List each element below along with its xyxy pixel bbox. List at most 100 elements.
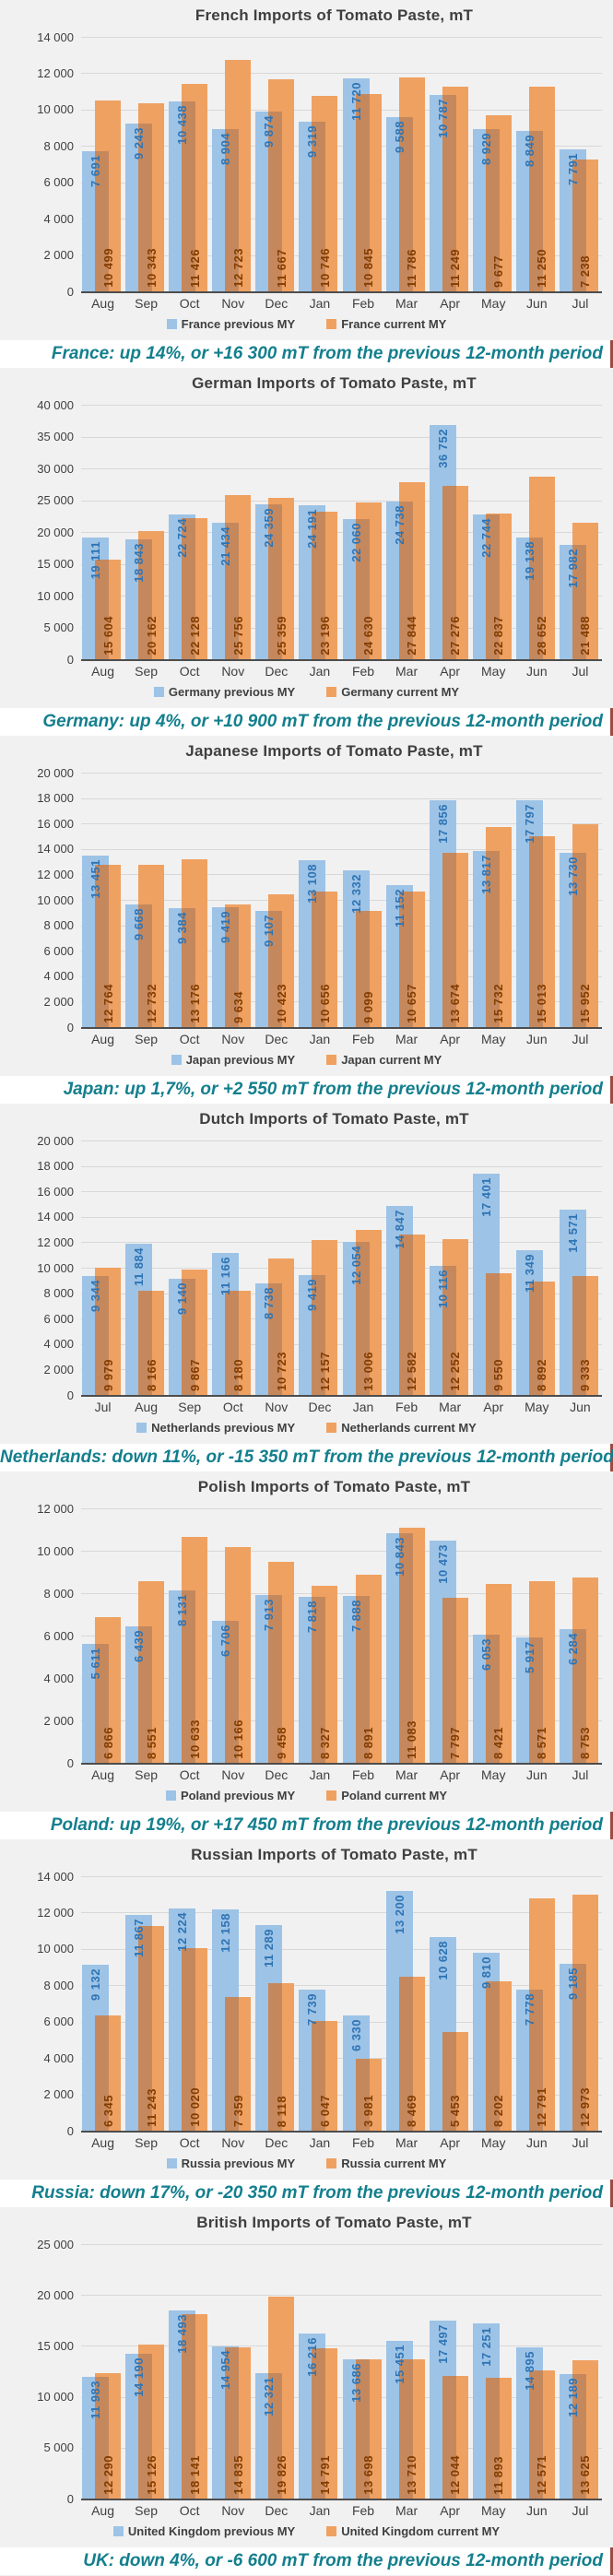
legend: Poland previous MY Poland current MY — [37, 1789, 576, 1802]
chart-section: Russian Imports of Tomato Paste, mT 0 2 00… — [0, 1839, 613, 2207]
curr-value-label: 13 006 — [361, 1352, 375, 1391]
legend-label: Netherlands previous MY — [151, 1421, 296, 1435]
gridline — [81, 436, 602, 438]
prev-value-label: 17 497 — [435, 2323, 450, 2364]
chart-section: French Imports of Tomato Paste, mT 0 2 000… — [0, 0, 613, 368]
prev-value-label: 19 111 — [88, 541, 102, 580]
x-axis: Aug Sep Oct Nov Dec Jan Feb Mar Apr May Jun Jul — [81, 2135, 602, 2150]
curr-value-label: 6 866 — [100, 1726, 115, 1759]
gridline — [81, 798, 602, 799]
y-axis-tick-label: 14 000 — [37, 842, 74, 857]
bar-overlap — [442, 2376, 456, 2499]
x-axis-label: Jan — [309, 664, 331, 679]
curr-value-label: 11 243 — [144, 2087, 159, 2127]
curr-value-label: 8 571 — [535, 1726, 549, 1759]
x-axis-label: Aug — [91, 296, 114, 311]
gridline — [81, 975, 602, 977]
y-axis-tick-label: 8 000 — [43, 1586, 74, 1601]
y-axis-tick-label: 2 000 — [43, 248, 74, 263]
x-axis-label: Sep — [135, 2503, 159, 2518]
curr-value-label: 9 677 — [491, 254, 506, 288]
prev-value-label: 13 730 — [565, 856, 580, 896]
x-axis-label: Dec — [265, 1767, 289, 1782]
chart-title: French Imports of Tomato Paste, mT — [195, 6, 474, 24]
prev-value-label: 9 810 — [478, 1956, 493, 1989]
y-axis-tick-label: 0 — [66, 2123, 74, 2138]
prev-value-label: 9 588 — [392, 120, 407, 154]
y-axis-tick-label: 12 000 — [37, 1235, 74, 1249]
y-axis-tick-label: 4 000 — [43, 969, 74, 984]
curr-value-label: 21 488 — [578, 616, 593, 656]
gridline — [81, 109, 602, 111]
x-axis-label: May — [481, 664, 506, 679]
bar-overlap — [355, 911, 370, 1027]
prev-value-label: 10 787 — [435, 99, 450, 139]
y-axis-tick-label: 20 000 — [37, 765, 74, 780]
prev-value-label: 13 817 — [478, 855, 493, 895]
prev-value-label: 17 401 — [478, 1176, 493, 1217]
prev-value-label: 9 107 — [262, 915, 277, 948]
curr-value-label: 15 732 — [491, 984, 506, 1023]
bar-overlap — [95, 151, 109, 291]
y-axis-tick-label: 10 000 — [37, 1543, 74, 1558]
gridline — [81, 773, 602, 774]
plot-area: 11 983 12 290 14 190 15 126 18 493 18 141 14 9… — [81, 2244, 602, 2500]
y-axis-tick-label: 4 000 — [43, 1337, 74, 1352]
bar-overlap — [398, 1977, 413, 2131]
legend-item-current-my: Poland current MY — [326, 1789, 447, 1802]
curr-value-label: 8 180 — [230, 1358, 245, 1391]
curr-value-label: 11 083 — [405, 1719, 419, 1759]
y-axis-tick-label: 4 000 — [43, 2050, 74, 2065]
bar-overlap — [138, 1926, 153, 2131]
bar-overlap — [528, 1282, 543, 1395]
gridline — [81, 563, 602, 565]
prev-value-label: 9 140 — [175, 1282, 190, 1315]
gridline — [81, 2295, 602, 2297]
curr-value-label: 9 867 — [187, 1358, 202, 1391]
bar-overlap — [572, 852, 586, 1027]
gridline — [81, 1343, 602, 1345]
x-axis-label: Jul — [572, 664, 589, 679]
curr-value-label: 15 013 — [535, 984, 549, 1023]
legend-label: Russia current MY — [341, 2157, 447, 2170]
prev-value-label: 7 691 — [88, 155, 102, 188]
x-axis-label: Oct — [179, 1032, 200, 1046]
y-axis-tick-label: 5 000 — [43, 2440, 74, 2455]
bar-overlap — [225, 523, 240, 659]
x-axis-label: Apr — [483, 1400, 504, 1414]
y-axis-tick-label: 10 000 — [37, 102, 74, 117]
bar-overlap — [312, 122, 326, 291]
curr-value-label: 13 698 — [361, 2455, 375, 2495]
prev-value-label: 14 895 — [522, 2350, 536, 2391]
x-axis-label: Aug — [91, 2503, 114, 2518]
legend-item-current-my: Germany current MY — [326, 685, 459, 699]
bar-overlap — [485, 514, 500, 659]
legend-item-previous-my: France previous MY — [166, 317, 295, 331]
curr-value-label: 9 333 — [578, 1358, 593, 1391]
curr-value-label: 8 202 — [491, 2094, 506, 2127]
x-axis-label: Dec — [265, 2503, 289, 2518]
gridline — [81, 1140, 602, 1141]
x-axis: Jul Aug Sep Oct Nov Dec Jan Feb Mar Apr May Jun — [81, 1400, 602, 1414]
bar-overlap — [442, 1597, 456, 1763]
x-axis-label: Jun — [526, 664, 548, 679]
legend-swatch-current-icon — [326, 2526, 337, 2536]
curr-value-label: 13 625 — [578, 2455, 593, 2495]
curr-value-label: 10 746 — [317, 248, 332, 288]
bar-overlap — [95, 2376, 109, 2499]
prev-value-label: 12 321 — [262, 2376, 277, 2416]
x-axis-label: Apr — [440, 296, 461, 311]
prev-value-label: 6 053 — [478, 1637, 493, 1671]
prev-value-label: 8 131 — [175, 1593, 190, 1627]
y-axis-tick-label: 10 000 — [37, 1260, 74, 1275]
x-axis-label: Jun — [526, 296, 548, 311]
curr-value-label: 8 327 — [317, 1726, 332, 1759]
x-axis-label: Nov — [221, 2503, 245, 2518]
prev-value-label: 12 189 — [565, 2378, 580, 2418]
bar-overlap — [138, 904, 153, 1027]
x-axis-label: Mar — [395, 1767, 418, 1782]
x-axis-label: Aug — [91, 2135, 114, 2150]
plot-area: 5 611 6 866 6 439 8 551 8 131 10 633 6 706 10 1… — [81, 1508, 602, 1765]
chart-area: German Imports of Tomato Paste, mT 0 5 000… — [0, 368, 613, 708]
curr-value-label: 10 656 — [317, 984, 332, 1023]
